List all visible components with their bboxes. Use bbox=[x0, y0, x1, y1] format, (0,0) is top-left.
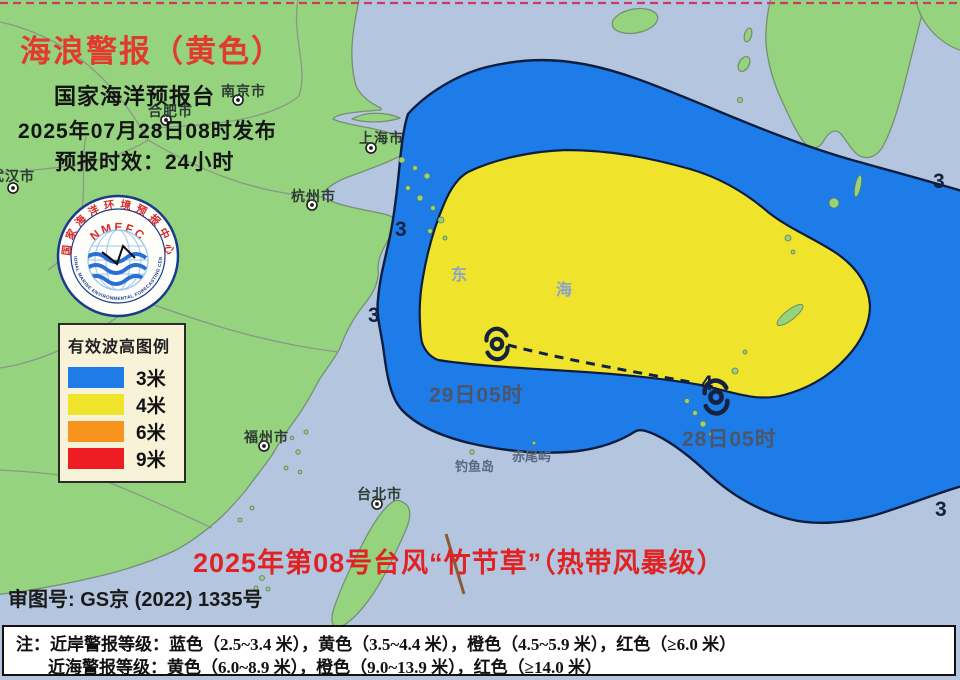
track-time-29: 29日05时 bbox=[429, 384, 524, 407]
legend-label: 3米 bbox=[136, 369, 166, 390]
issuing-agency: 国家海洋预报台 bbox=[54, 84, 216, 109]
note-line-offshore: 近海警报等级：黄色（6.0~8.9 米），橙色（9.0~13.9 米），红色（≥… bbox=[48, 658, 603, 677]
legend-swatch-red bbox=[68, 448, 124, 469]
legend-label: 4米 bbox=[136, 396, 166, 417]
island-label-chiwei: 赤尾屿 bbox=[512, 449, 552, 464]
wave-height-legend: 有效波高图例 3米 4米 6米 9米 bbox=[58, 323, 186, 483]
legend-label: 9米 bbox=[136, 450, 166, 471]
legend-swatch-yellow bbox=[68, 394, 124, 415]
city-label-nanjing: 南京市 bbox=[221, 83, 266, 99]
city-label-hangzhou: 杭州市 bbox=[291, 188, 336, 204]
legend-label: 6米 bbox=[136, 423, 166, 444]
typhoon-track-line bbox=[507, 343, 697, 385]
track-time-28: 28日05时 bbox=[682, 428, 777, 451]
legend-row: 9米 bbox=[68, 445, 184, 472]
boundary-slash-line bbox=[444, 533, 466, 595]
warning-grade-notes: 注：近岸警报等级：蓝色（2.5~3.4 米），黄色（3.5~4.4 米），橙色（… bbox=[2, 625, 956, 677]
legend-swatch-blue bbox=[68, 367, 124, 388]
city-label-shanghai: 上海市 bbox=[359, 130, 404, 146]
contour-label-3-right-bottom: 3 bbox=[935, 498, 947, 521]
contour-label-3-right-top: 3 bbox=[933, 170, 945, 193]
city-markers bbox=[7, 94, 383, 510]
small-islands bbox=[237, 156, 863, 592]
typhoon-symbol-29 bbox=[484, 326, 510, 362]
city-label-wuhan: 武汉市 bbox=[0, 168, 35, 184]
legend-title: 有效波高图例 bbox=[68, 339, 171, 356]
legend-row: 6米 bbox=[68, 418, 184, 445]
nmefc-logo: 国 家 海 洋 环 境 预 报 中 心 NMEFC NATIONAL MARIN… bbox=[56, 194, 180, 318]
legend-row: 4米 bbox=[68, 391, 184, 418]
contour-label-3-left-bottom: 3 bbox=[368, 304, 380, 327]
typhoon-symbol-28 bbox=[702, 378, 730, 416]
note-line-nearshore: 注：近岸警报等级：蓝色（2.5~3.4 米），黄色（3.5~4.4 米），橙色（… bbox=[16, 635, 737, 654]
sea-label-east: 东 bbox=[451, 267, 470, 284]
legend-row: 3米 bbox=[68, 364, 184, 391]
typhoon-caption: 2025年第08号台风“竹节草”（热带风暴级） bbox=[193, 548, 725, 578]
city-label-taipei: 台北市 bbox=[357, 486, 402, 502]
logo-bird-glyph bbox=[101, 244, 136, 266]
bulletin-title: 海浪警报（黄色） bbox=[20, 34, 284, 69]
city-label-hefei: 合肥市 bbox=[148, 103, 193, 119]
issue-time: 2025年07月28日08时发布 bbox=[18, 120, 277, 143]
forecast-validity: 预报时效：24小时 bbox=[55, 151, 235, 174]
contour-label-4: 4 bbox=[701, 372, 713, 395]
city-label-fuzhou: 福州市 bbox=[244, 429, 289, 445]
wave-zone-4m bbox=[418, 148, 872, 399]
sea-label-sea: 海 bbox=[556, 282, 575, 299]
map-approval-number: 审图号: GS京 (2022) 1335号 bbox=[8, 589, 263, 611]
legend-swatch-orange bbox=[68, 421, 124, 442]
contour-label-3-left-top: 3 bbox=[395, 218, 407, 241]
island-label-diaoyu: 钓鱼岛 bbox=[455, 459, 495, 474]
